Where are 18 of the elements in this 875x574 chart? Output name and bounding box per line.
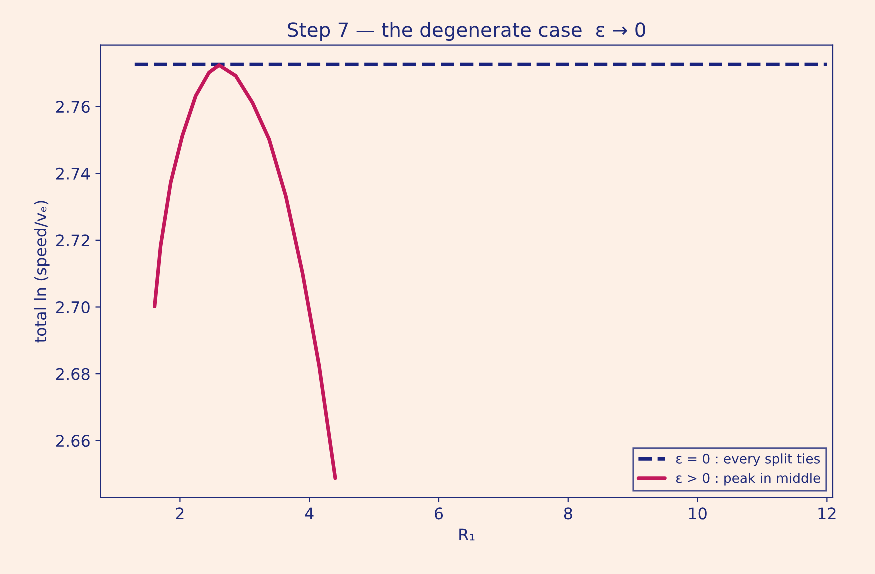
x-tick-label: 6 [435, 508, 444, 520]
legend-label: ε > 0 : peak in middle [676, 473, 820, 486]
x-tick-label: 8 [564, 508, 572, 520]
y-tick-label: 2.76 [56, 101, 90, 114]
y-tick-label: 2.74 [56, 168, 90, 180]
line-series [153, 64, 338, 480]
y-tick-label: 2.68 [56, 368, 90, 380]
y-tick-label: 2.72 [56, 234, 90, 247]
y-tick-label: 2.70 [56, 301, 90, 314]
chart-title: Step 7 — the degenerate case ε → 0 [288, 22, 646, 42]
x-tick-label: 2 [176, 508, 184, 520]
x-axis-title: R₁ [460, 528, 475, 541]
legend-label: ε = 0 : every split ties [676, 454, 820, 466]
x-tick-label: 12 [818, 508, 836, 520]
y-tick-label: 2.66 [56, 435, 90, 448]
x-tick-label: 4 [305, 508, 314, 520]
x-tick-label: 10 [689, 508, 707, 520]
y-axis-title: total ln (speed/vₑ) [34, 201, 50, 343]
